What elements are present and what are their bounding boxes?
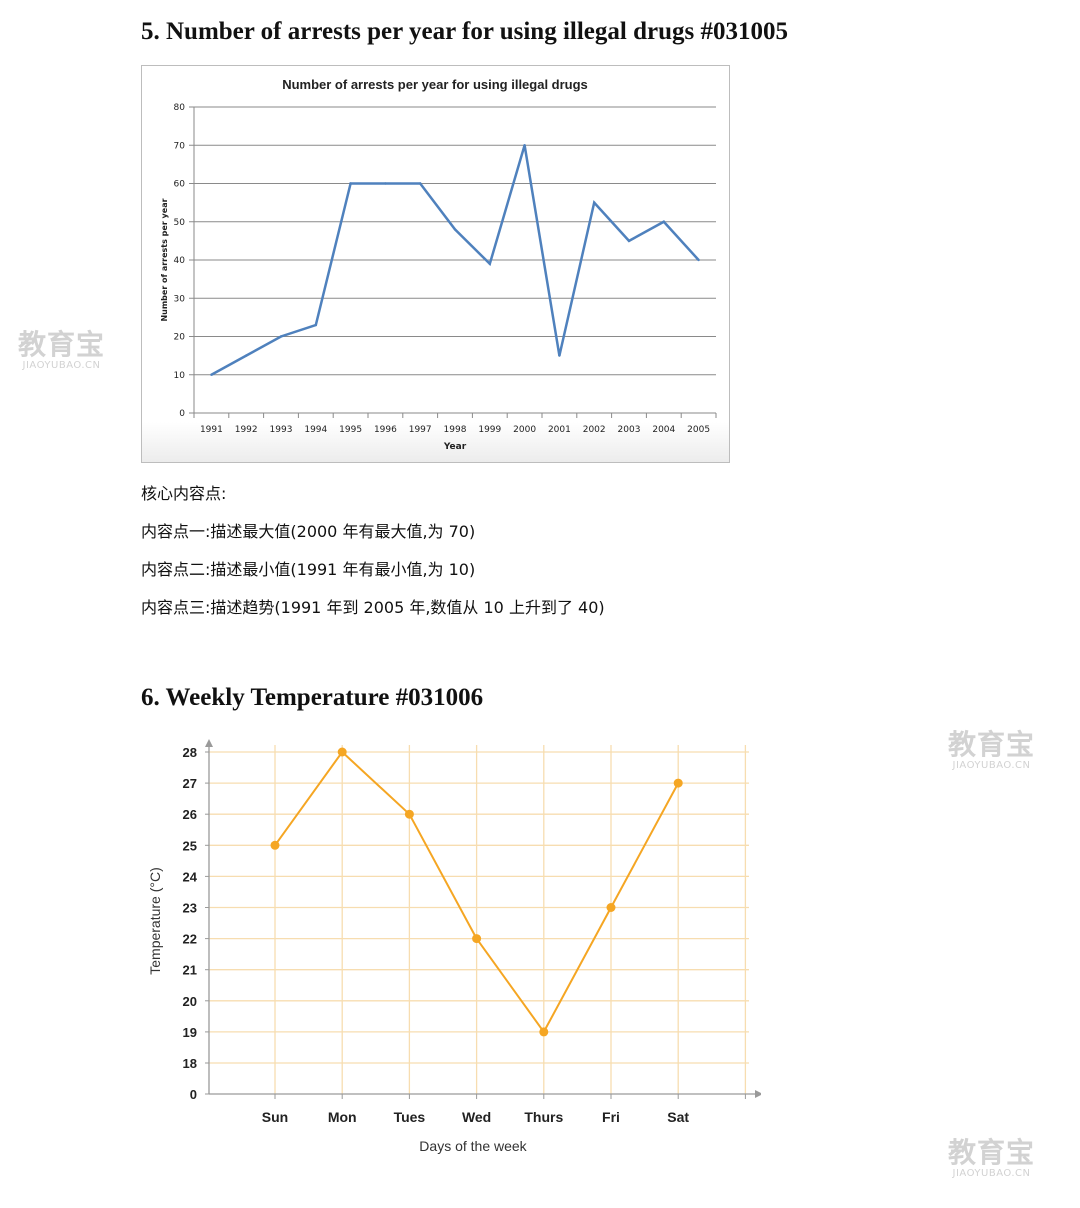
y-tick-label: 0 [179, 409, 185, 419]
arrests-chart-panel: Number of arrests per year for using ill… [141, 65, 730, 463]
data-point [673, 778, 683, 788]
watermark-subtext: JIAOYUBAO.CN [952, 760, 1031, 771]
watermark-text: 教育宝 [18, 328, 106, 361]
arrests-line-chart: Number of arrests per year for using ill… [160, 77, 717, 452]
x-tick-label: 1995 [339, 425, 362, 435]
y-tick-label: 18 [183, 1056, 197, 1071]
y-tick-label: 24 [183, 869, 198, 884]
data-point [270, 840, 280, 850]
y-tick-label: 21 [183, 963, 197, 978]
x-axis-label: Days of the week [419, 1138, 527, 1154]
watermark-logo: 教育宝 JIAOYUBAO.CN [948, 1138, 1035, 1180]
y-tick-label: 20 [174, 333, 186, 343]
watermark-logo: 教育宝 JIAOYUBAO.CN [948, 730, 1035, 772]
x-tick-label: 1997 [409, 425, 432, 435]
data-point [279, 335, 283, 338]
data-point [606, 903, 616, 912]
chart-panel-gradient [142, 422, 729, 462]
y-tick-label: 26 [183, 807, 197, 822]
data-point [349, 182, 352, 185]
y-tick-label: 23 [183, 901, 197, 916]
x-tick-label: 2005 [687, 425, 710, 435]
x-tick-label: Mon [328, 1109, 357, 1125]
data-point [210, 373, 213, 376]
note-point-2: 内容点二:描述最小值(1991 年有最小值,为 10) [141, 560, 476, 579]
watermark-subtext: JIAOYUBAO.CN [952, 1168, 1031, 1179]
x-tick-label: 2003 [618, 425, 641, 435]
note-point-1: 内容点一:描述最大值(2000 年有最大值,为 70) [141, 522, 476, 541]
x-axis-arrow [755, 1090, 761, 1098]
data-point [453, 228, 457, 231]
y-tick-label: 80 [174, 103, 186, 113]
watermark-text: 教育宝 [948, 1136, 1036, 1169]
y-axis-arrow [205, 739, 213, 747]
x-tick-label: 2001 [548, 425, 571, 435]
y-tick-label: 27 [183, 776, 197, 791]
data-point [558, 354, 561, 357]
section-6-heading: 6. Weekly Temperature #031006 [141, 684, 484, 711]
y-tick-label: 50 [174, 218, 186, 228]
x-axis-label: Year [443, 442, 467, 452]
data-point [697, 258, 700, 262]
x-tick-label: 2004 [652, 425, 675, 435]
y-tick-label: 0 [190, 1087, 197, 1102]
x-tick-label: Wed [462, 1109, 491, 1125]
data-point [472, 934, 482, 944]
data-point [662, 220, 665, 223]
y-axis-label: Temperature (°C) [147, 867, 163, 975]
data-point [245, 354, 248, 357]
y-tick-label: 19 [183, 1025, 197, 1040]
data-point [523, 144, 526, 147]
y-tick-label: 20 [183, 994, 197, 1009]
data-point [404, 809, 414, 819]
data-point [593, 201, 596, 204]
data-point [419, 182, 422, 185]
x-tick-label: 1992 [235, 425, 258, 435]
y-tick-label: 40 [174, 256, 186, 266]
y-tick-label: 10 [174, 371, 186, 381]
note-point-3: 内容点三:描述趋势(1991 年到 2005 年,数值从 10 上升到了 40) [141, 598, 605, 617]
x-tick-label: Thurs [524, 1109, 563, 1125]
chart-title: Number of arrests per year for using ill… [282, 77, 588, 92]
y-tick-label: 25 [183, 838, 197, 853]
x-tick-label: 1999 [478, 425, 501, 435]
x-tick-label: 1991 [200, 425, 223, 435]
y-tick-label: 60 [174, 180, 186, 190]
watermark-text: 教育宝 [948, 728, 1036, 761]
core-content-notes: 核心内容点: 内容点一:描述最大值(2000 年有最大值,为 70) 内容点二:… [141, 480, 605, 632]
x-tick-label: Sun [262, 1109, 288, 1125]
x-tick-label: 1993 [270, 425, 293, 435]
data-point [488, 262, 491, 266]
x-tick-label: Sat [667, 1109, 689, 1125]
section-5-heading: 5. Number of arrests per year for using … [141, 18, 788, 45]
data-point [384, 182, 387, 185]
watermark-logo: 教育宝 JIAOYUBAO.CN [18, 330, 105, 372]
x-tick-label: 2000 [513, 425, 536, 435]
y-tick-label: 70 [174, 141, 186, 151]
x-tick-label: Fri [602, 1109, 620, 1125]
x-tick-label: 1998 [444, 425, 467, 435]
x-tick-label: 2002 [583, 425, 606, 435]
data-point [314, 323, 317, 327]
data-point [539, 1027, 549, 1037]
x-tick-label: Tues [394, 1109, 426, 1125]
watermark-subtext: JIAOYUBAO.CN [22, 360, 101, 371]
y-tick-label: 28 [183, 745, 197, 760]
y-tick-label: 22 [183, 932, 197, 947]
notes-heading: 核心内容点: [141, 484, 227, 503]
data-point [627, 239, 631, 243]
data-point [337, 747, 347, 757]
weekly-temperature-chart: 0 18 19 20 21 22 23 24 25 26 27 28 Sun Mon Tues Wed Thur… [147, 739, 761, 1154]
x-tick-label: 1996 [374, 425, 397, 435]
y-tick-label: 30 [174, 294, 186, 304]
y-axis-label: Number of arrests per year [160, 198, 169, 321]
x-tick-label: 1994 [304, 425, 327, 435]
